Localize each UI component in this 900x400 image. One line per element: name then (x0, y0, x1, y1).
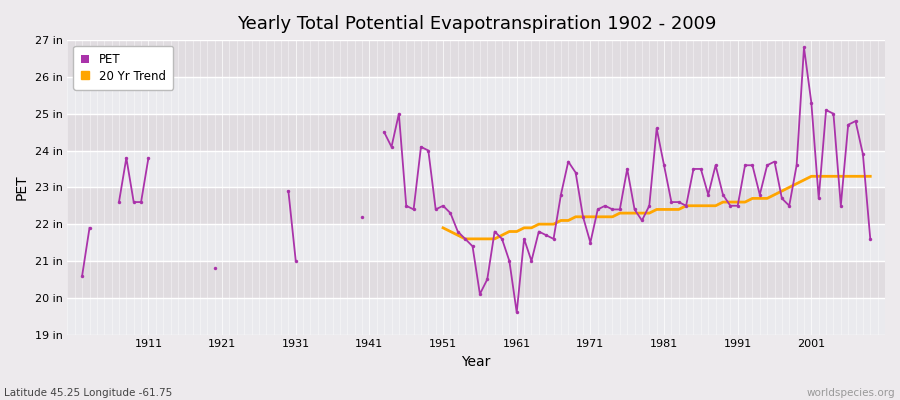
Bar (68, 40, 885, 77)
Text: worldspecies.org: worldspecies.org (807, 388, 896, 398)
Bar (68, 114, 885, 150)
20 Yr Trend (555, 218, 566, 223)
Legend: PET, 20 Yr Trend: PET, 20 Yr Trend (73, 46, 174, 90)
Line: 20 Yr Trend: 20 Yr Trend (443, 176, 870, 239)
20 Yr Trend (460, 236, 471, 241)
Bar (68, 298, 885, 334)
20 Yr Trend (666, 207, 677, 212)
Bar (68, 77, 885, 114)
Line: PET: PET (80, 46, 872, 314)
PET (210, 266, 220, 271)
20 Yr Trend (865, 174, 876, 179)
20 Yr Trend (437, 226, 448, 230)
Bar (68, 187, 885, 224)
20 Yr Trend (490, 236, 500, 241)
PET (865, 236, 876, 241)
PET (858, 152, 868, 157)
X-axis label: Year: Year (462, 355, 490, 369)
PET (761, 163, 772, 168)
PET (710, 163, 721, 168)
PET (76, 273, 87, 278)
PET (453, 229, 464, 234)
Text: Latitude 45.25 Longitude -61.75: Latitude 45.25 Longitude -61.75 (4, 388, 173, 398)
Title: Yearly Total Potential Evapotranspiration 1902 - 2009: Yearly Total Potential Evapotranspiratio… (237, 15, 716, 33)
20 Yr Trend (754, 196, 765, 201)
Y-axis label: PET: PET (15, 174, 29, 200)
Bar (68, 224, 885, 261)
20 Yr Trend (806, 174, 816, 179)
Bar (68, 261, 885, 298)
20 Yr Trend (453, 233, 464, 238)
20 Yr Trend (511, 229, 522, 234)
Bar (68, 150, 885, 187)
